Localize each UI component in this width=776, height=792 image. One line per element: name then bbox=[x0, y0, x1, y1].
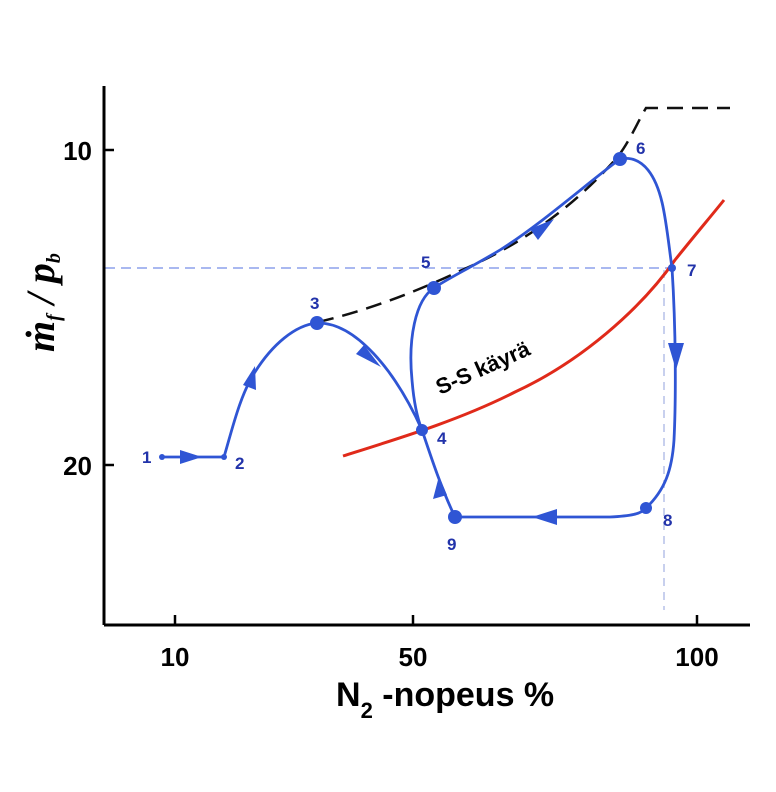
marker-6 bbox=[613, 152, 627, 166]
marker-4 bbox=[416, 424, 428, 436]
marker-8 bbox=[640, 502, 652, 514]
marker-3 bbox=[310, 316, 324, 330]
segment-2-3 bbox=[222, 321, 318, 458]
reference-lines bbox=[105, 267, 672, 610]
segment-4-9 bbox=[420, 429, 457, 518]
y-title-f: f bbox=[43, 312, 65, 321]
marker-9 bbox=[448, 510, 462, 524]
x-title-main: N bbox=[336, 676, 361, 714]
y-axis-title: ṁf / pb bbox=[18, 253, 65, 352]
arrow-6-5 bbox=[530, 219, 554, 240]
x-axis-title: N2 -nopeus % bbox=[336, 676, 554, 723]
arrow-9-8 bbox=[532, 509, 557, 525]
marker-7 bbox=[668, 264, 676, 272]
marker-5 bbox=[427, 281, 441, 295]
y-tick-label-10: 10 bbox=[63, 136, 92, 166]
point-markers bbox=[159, 152, 676, 524]
arrow-2-3 bbox=[243, 366, 256, 390]
point-label-4: 4 bbox=[437, 429, 447, 448]
y-title-mdot: ṁ bbox=[18, 321, 63, 352]
axes: 10 20 10 50 100 bbox=[63, 86, 750, 672]
point-label-8: 8 bbox=[663, 511, 672, 530]
x-tick-label-10: 10 bbox=[161, 642, 190, 672]
y-title-slash: / bbox=[18, 283, 63, 314]
point-label-2: 2 bbox=[235, 454, 244, 473]
arrow-9-4 bbox=[433, 476, 447, 499]
segment-6-5 bbox=[433, 157, 621, 290]
point-labels: 1 2 3 4 5 6 7 8 9 bbox=[142, 139, 696, 554]
segment-8-7 bbox=[645, 267, 677, 510]
point-label-6: 6 bbox=[636, 139, 645, 158]
arrow-3-4 bbox=[356, 345, 381, 367]
point-label-1: 1 bbox=[142, 448, 151, 467]
point-label-5: 5 bbox=[421, 253, 430, 272]
marker-1 bbox=[159, 454, 165, 460]
svg-text:ṁf / pb: ṁf / pb bbox=[18, 253, 65, 352]
x-title-rest: -nopeus % bbox=[373, 676, 554, 714]
segment-3-4 bbox=[316, 321, 424, 431]
x-title-subscript: 2 bbox=[361, 698, 373, 723]
segment-7-6 bbox=[619, 157, 674, 269]
y-title-b: b bbox=[43, 253, 65, 263]
point-label-3: 3 bbox=[310, 294, 319, 313]
arrow-1-2 bbox=[180, 450, 202, 464]
segment-5-4 bbox=[409, 286, 435, 431]
surge-line bbox=[317, 106, 730, 324]
x-tick-label-100: 100 bbox=[675, 642, 718, 672]
point-label-9: 9 bbox=[447, 535, 456, 554]
arrow-7-8 bbox=[668, 343, 684, 370]
point-label-7: 7 bbox=[687, 261, 696, 280]
direction-arrows bbox=[180, 219, 684, 525]
marker-2 bbox=[221, 454, 227, 460]
x-tick-label-50: 50 bbox=[399, 642, 428, 672]
y-title-p: p bbox=[18, 263, 63, 286]
y-tick-label-20: 20 bbox=[63, 451, 92, 481]
